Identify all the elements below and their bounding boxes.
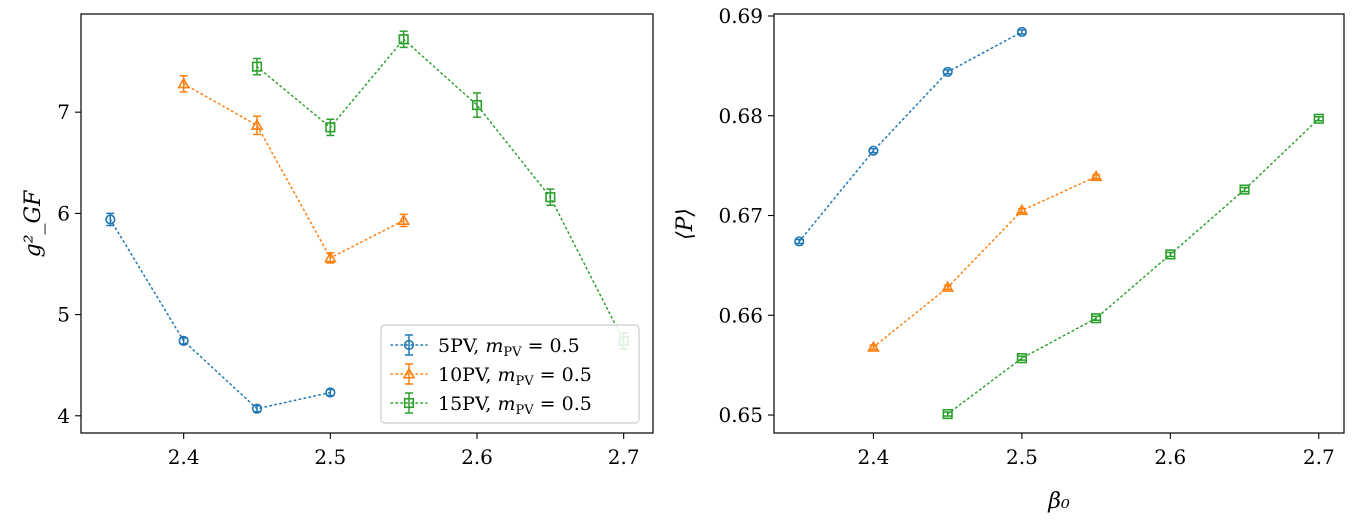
data-point: [545, 192, 556, 203]
legend-label: 15PV, mPV = 0.5: [438, 393, 592, 418]
data-point: [1313, 113, 1324, 124]
series-line: [872, 175, 1097, 348]
legend-marker: [402, 367, 416, 379]
series-line: [946, 118, 1320, 415]
legend-entry: 5PV, mPV = 0.5: [390, 334, 580, 360]
data-point: [397, 213, 411, 226]
x-tick-label: 2.5: [1006, 445, 1038, 469]
series-line: [798, 31, 1023, 243]
data-point: [471, 99, 483, 111]
x-tick-label: 2.5: [314, 445, 346, 469]
left-panel: 2.4 2.5 2.6 2.7 4 5 6 7 g²_GF 5PV, mPV = 0.5 10PV,…: [21, 13, 654, 469]
legend-entry: 10PV, mPV = 0.5: [390, 363, 592, 389]
legend-marker: [403, 397, 415, 409]
series-15pv: [251, 30, 629, 350]
data-point: [1089, 169, 1103, 182]
data-point: [868, 145, 879, 156]
data-point: [1016, 26, 1027, 38]
x-tick-label: 2.4: [168, 445, 200, 469]
data-point: [177, 77, 191, 89]
y-axis-label: ⟨P⟩: [673, 208, 698, 240]
data-point: [941, 280, 955, 292]
data-point: [942, 66, 953, 77]
series-5pv: [105, 212, 336, 414]
legend-entry: 15PV, mPV = 0.5: [390, 392, 592, 418]
series-10pv: [177, 74, 411, 264]
y-tick-label: 6: [57, 201, 70, 225]
right-panel: 2.4 2.5 2.6 2.7 0.65 0.66 0.67 0.68 0.69 ⟨P⟩ β₀: [673, 4, 1345, 514]
x-tick-label: 2.4: [858, 445, 890, 469]
x-tick-label: 2.6: [461, 445, 493, 469]
legend: 5PV, mPV = 0.5 10PV, mPV = 0.5 15PV, mPV =…: [380, 324, 640, 424]
data-point: [250, 118, 264, 130]
data-point: [251, 403, 263, 414]
series-5pv: [794, 26, 1027, 247]
series-line: [256, 38, 625, 342]
data-point: [251, 61, 263, 72]
y-tick-label: 0.65: [718, 403, 763, 427]
legend-label: 5PV, mPV = 0.5: [438, 335, 580, 360]
y-tick-label: 0.66: [718, 303, 763, 327]
data-point: [325, 122, 336, 133]
series-line: [109, 218, 332, 410]
series-line: [182, 83, 405, 259]
x-tick-label: 2.7: [608, 445, 640, 469]
y-tick-label: 0.69: [718, 4, 763, 28]
data-point: [398, 34, 409, 45]
data-point: [867, 340, 880, 352]
data-point: [178, 335, 189, 347]
axes-frame: [80, 13, 654, 434]
series-10pv: [867, 169, 1103, 352]
data-point: [942, 408, 953, 420]
data-point: [1015, 203, 1029, 216]
y-tick-label: 5: [57, 303, 70, 327]
y-tick-label: 7: [57, 100, 70, 124]
data-point: [1016, 353, 1027, 364]
data-point: [323, 251, 337, 263]
data-point: [1239, 184, 1250, 195]
data-point: [1091, 313, 1102, 324]
legend-box: [380, 324, 640, 424]
series-15pv: [942, 113, 1324, 420]
y-axis-label: g²_GF: [21, 190, 46, 257]
x-tick-label: 2.6: [1154, 445, 1186, 469]
data-point: [105, 214, 116, 225]
x-tick-label: 2.7: [1303, 445, 1335, 469]
data-point: [794, 236, 805, 247]
axes-frame: [773, 13, 1345, 434]
y-tick-label: 4: [57, 404, 70, 428]
legend-marker: [403, 339, 415, 351]
legend-label: 10PV, mPV = 0.5: [438, 364, 592, 389]
x-axis-label: β₀: [1047, 489, 1070, 514]
data-point: [325, 387, 336, 398]
y-tick-label: 0.68: [718, 104, 763, 128]
data-point: [1165, 249, 1176, 260]
y-tick-label: 0.67: [718, 204, 763, 228]
